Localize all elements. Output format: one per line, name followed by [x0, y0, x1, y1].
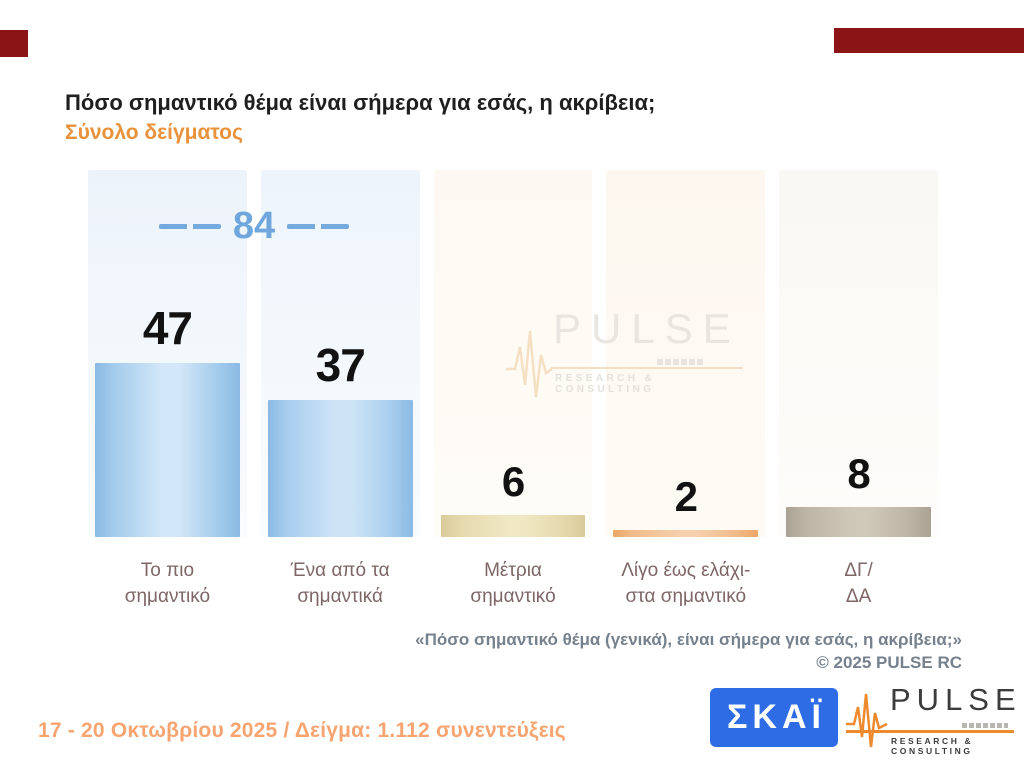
pulse-heartbeat-icon	[846, 693, 888, 748]
bar	[786, 507, 931, 537]
category-label: Μέτρια σημαντικό	[470, 560, 556, 607]
bar-value-label: 6	[501, 458, 525, 505]
chart-column-3: 6 Μέτρια σημαντικό	[433, 170, 593, 607]
category-label: Λίγο έως ελάχι-στα σημαντικό	[621, 560, 751, 607]
top-left-red-accent-bar	[0, 30, 28, 57]
category-label: ΔΓ/ΔΑ	[844, 560, 873, 607]
dash-line-right	[287, 223, 350, 229]
bar-value-label: 47	[142, 302, 193, 354]
skai-logo: ΣΚΑΪ	[710, 688, 838, 747]
pulse-logo-divider-line	[846, 730, 1014, 733]
bar-value-label: 8	[847, 450, 870, 497]
chart-column-5: 8 ΔΓ/ΔΑ	[779, 170, 938, 607]
category-label: Ένα από τα σημαντικά	[290, 560, 390, 607]
source-footnote: «Πόσο σημαντικό θέμα (γενικά), είναι σήμ…	[415, 628, 962, 674]
footnote-copyright-line: © 2025 PULSE RC	[816, 653, 962, 672]
bar-value-label: 37	[315, 339, 366, 391]
bar-value-label: 2	[674, 473, 698, 520]
dash-line-left	[158, 223, 221, 229]
bar	[440, 515, 586, 537]
skai-logo-text: ΣΚΑΪ	[727, 698, 826, 736]
chart-column-2: 37 Ένα από τα σημαντικά	[260, 170, 420, 607]
pulse-logo-tagline: RESEARCH & CONSULTING	[891, 736, 974, 756]
bar	[613, 530, 759, 537]
pulse-logo-text: PULSE	[890, 682, 1022, 717]
fieldwork-dates-sample: 17 - 20 Οκτωβρίου 2025 / Δείγμα: 1.112 σ…	[38, 719, 566, 742]
page-title: Πόσο σημαντικό θέμα είναι σήμερα για εσά…	[65, 90, 656, 115]
chart-column-4: 2 Λίγο έως ελάχι-στα σημαντικό	[606, 170, 766, 607]
category-label: Το πιο σημαντικό	[124, 560, 211, 607]
combined-top2-annotation: 84	[88, 203, 420, 249]
footnote-question-line: «Πόσο σημαντικό θέμα (γενικά), είναι σήμ…	[415, 630, 962, 649]
pulse-rc-logo: PULSE RESEARCH & CONSULTING	[846, 682, 1018, 756]
bar	[267, 400, 413, 537]
bar	[95, 363, 240, 537]
chart-column-1: 47 Το πιο σημαντικό	[88, 170, 247, 607]
combined-top2-value: 84	[232, 205, 276, 247]
page-subtitle: Σύνολο δείγματος	[65, 121, 243, 144]
top-right-red-accent-bar	[834, 28, 1024, 53]
pulse-logo-tick-blocks	[962, 723, 1008, 728]
